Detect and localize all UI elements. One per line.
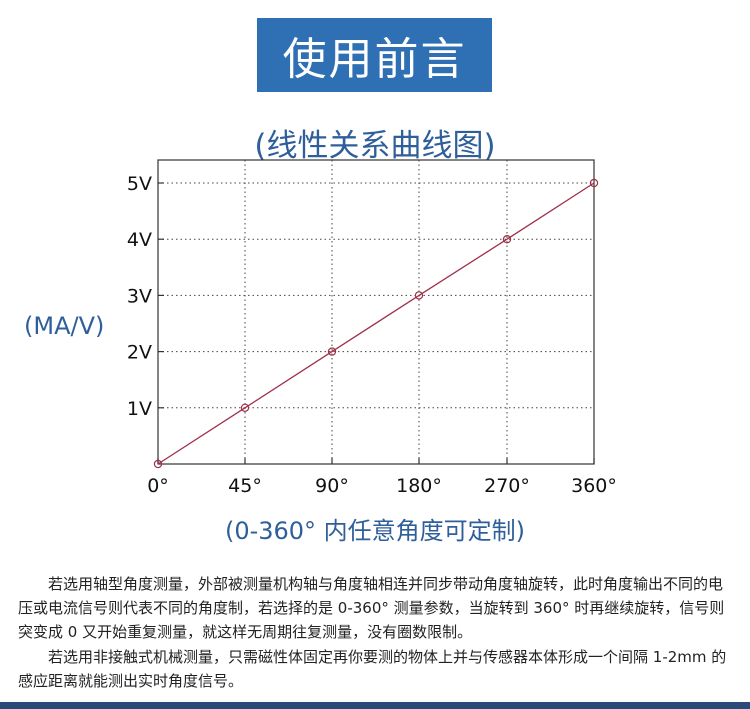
y-axis-label: (MA/V) [24,312,105,340]
data-point [240,403,250,412]
y-tick-label: 2V [127,342,152,364]
x-tick-label: 360° [571,475,617,497]
y-tick-label: 3V [127,285,152,307]
data-point [327,347,337,356]
data-point [153,459,163,469]
x-tick-label: 45° [228,475,262,497]
description-paragraph-1: 若选用轴型角度测量，外部被测量机构轴与角度轴相连并同步带动角度轴旋转，此时角度输… [18,575,725,641]
chart-subtitle: (线性关系曲线图) [254,128,496,164]
tick-layer: 1V 2V 3V 4V 5V 0° 45° 90° 180° 270° 360° [127,173,617,497]
page-title: 使用前言 [282,34,467,85]
description-paragraph-2: 若选用非接触式机械测量，只需磁性体固定再你要测的物体上并与传感器本体形成一个间隔… [18,648,727,690]
series-layer [153,178,599,469]
x-axis-label: (0-360° 内任意角度可定制) [224,517,526,545]
bottom-rule [0,702,750,709]
grid-layer [158,160,594,464]
data-point [414,291,424,300]
data-point [589,178,599,188]
page-title-box: 使用前言 [257,18,492,92]
y-tick-label: 4V [127,229,152,251]
data-point [502,234,512,244]
series-line [157,182,595,465]
plot-frame [157,159,595,465]
x-tick-label: 270° [484,475,530,497]
y-tick-label: 5V [127,173,152,195]
x-tick-label: 0° [147,475,169,497]
x-tick-label: 90° [315,475,349,497]
y-tick-label: 1V [127,398,152,420]
x-tick-label: 180° [396,475,442,497]
